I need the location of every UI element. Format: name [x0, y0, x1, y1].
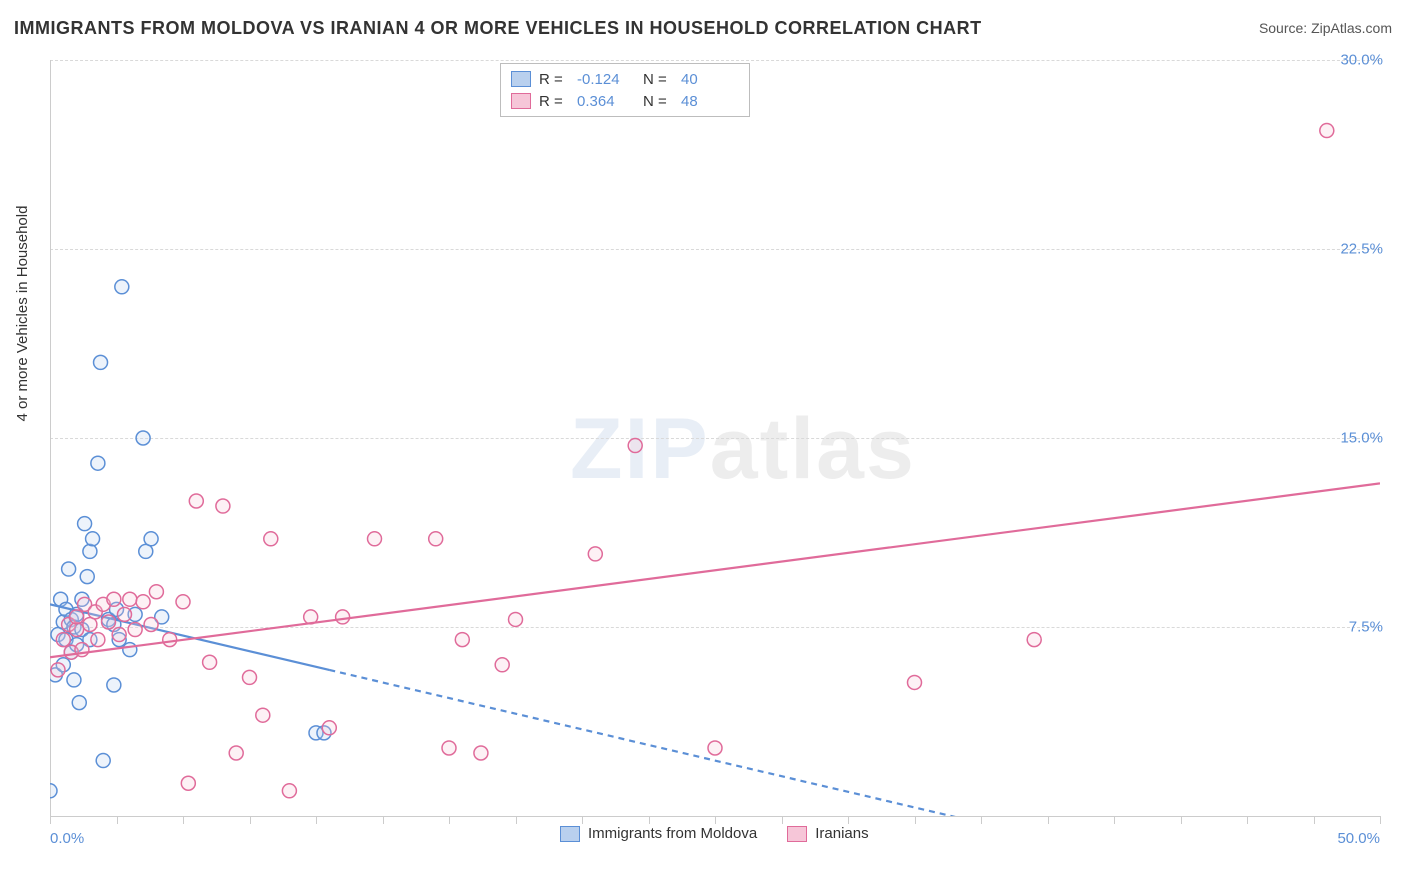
scatter-point-iranian	[509, 612, 523, 626]
legend-n-value: 40	[681, 71, 739, 88]
scatter-point-iranian	[495, 658, 509, 672]
legend-n-value: 48	[681, 93, 739, 110]
scatter-point-iranian	[442, 741, 456, 755]
scatter-point-iranian	[474, 746, 488, 760]
scatter-point-iranian	[107, 592, 121, 606]
scatter-point-iranian	[123, 592, 137, 606]
scatter-point-iranian	[149, 585, 163, 599]
scatter-point-iranian	[216, 499, 230, 513]
legend-n-label: N =	[643, 93, 673, 110]
scatter-point-iranian	[128, 623, 142, 637]
scatter-point-moldova	[83, 544, 97, 558]
scatter-point-iranian	[264, 532, 278, 546]
legend-stats-row-iranian: R = 0.364 N = 48	[511, 90, 739, 112]
scatter-point-iranian	[117, 607, 131, 621]
scatter-point-moldova	[50, 784, 57, 798]
x-tick-mark	[1380, 816, 1381, 824]
scatter-point-iranian	[243, 670, 257, 684]
scatter-point-moldova	[80, 570, 94, 584]
scatter-point-iranian	[112, 628, 126, 642]
scatter-point-iranian	[102, 615, 116, 629]
scatter-point-moldova	[96, 754, 110, 768]
legend-swatch	[787, 826, 807, 842]
scatter-point-moldova	[94, 355, 108, 369]
legend-swatch	[511, 71, 531, 87]
scatter-point-iranian	[588, 547, 602, 561]
legend-n-label: N =	[643, 71, 673, 88]
scatter-point-iranian	[163, 633, 177, 647]
legend-swatch	[511, 93, 531, 109]
scatter-point-moldova	[72, 696, 86, 710]
scatter-point-iranian	[908, 675, 922, 689]
scatter-point-iranian	[1320, 124, 1334, 138]
scatter-point-iranian	[1027, 633, 1041, 647]
scatter-point-iranian	[51, 663, 65, 677]
chart-plot-area: ZIPatlas 7.5%15.0%22.5%30.0%0.0%50.0%R =…	[50, 60, 1380, 842]
scatter-point-moldova	[115, 280, 129, 294]
scatter-point-iranian	[56, 633, 70, 647]
scatter-point-iranian	[282, 784, 296, 798]
scatter-point-iranian	[189, 494, 203, 508]
legend-stats-row-moldova: R = -0.124 N = 40	[511, 68, 739, 90]
scatter-point-iranian	[368, 532, 382, 546]
legend-series-item-moldova: Immigrants from Moldova	[560, 825, 757, 842]
scatter-point-moldova	[67, 673, 81, 687]
scatter-point-iranian	[181, 776, 195, 790]
scatter-point-moldova	[123, 643, 137, 657]
scatter-point-moldova	[136, 431, 150, 445]
chart-title: IMMIGRANTS FROM MOLDOVA VS IRANIAN 4 OR …	[14, 18, 982, 39]
legend-r-value: -0.124	[577, 71, 635, 88]
legend-swatch	[560, 826, 580, 842]
legend-stats: R = -0.124 N = 40 R = 0.364 N = 48	[500, 63, 750, 117]
scatter-point-moldova	[91, 456, 105, 470]
scatter-point-iranian	[628, 439, 642, 453]
scatter-point-moldova	[78, 517, 92, 531]
y-axis-label: 4 or more Vehicles in Household	[14, 206, 31, 422]
scatter-point-iranian	[70, 610, 84, 624]
scatter-point-iranian	[708, 741, 722, 755]
legend-series-name: Iranians	[815, 825, 868, 842]
scatter-point-moldova	[86, 532, 100, 546]
scatter-point-iranian	[203, 655, 217, 669]
regression-line-iranian	[50, 483, 1380, 657]
scatter-point-iranian	[429, 532, 443, 546]
legend-r-value: 0.364	[577, 93, 635, 110]
legend-series-name: Immigrants from Moldova	[588, 825, 757, 842]
legend-r-label: R =	[539, 71, 569, 88]
scatter-point-moldova	[62, 562, 76, 576]
chart-svg	[50, 60, 1380, 842]
source-value: ZipAtlas.com	[1311, 20, 1392, 36]
scatter-point-iranian	[229, 746, 243, 760]
legend-series-item-iranian: Iranians	[787, 825, 868, 842]
scatter-point-iranian	[144, 617, 158, 631]
scatter-point-iranian	[256, 708, 270, 722]
scatter-point-iranian	[176, 595, 190, 609]
scatter-point-iranian	[91, 633, 105, 647]
scatter-point-iranian	[336, 610, 350, 624]
source-label: Source:	[1259, 20, 1307, 36]
source-attribution: Source: ZipAtlas.com	[1259, 20, 1392, 36]
scatter-point-iranian	[322, 721, 336, 735]
legend-r-label: R =	[539, 93, 569, 110]
scatter-point-moldova	[107, 678, 121, 692]
legend-series: Immigrants from Moldova Iranians	[560, 825, 869, 842]
scatter-point-moldova	[144, 532, 158, 546]
scatter-point-iranian	[136, 595, 150, 609]
scatter-point-iranian	[455, 633, 469, 647]
